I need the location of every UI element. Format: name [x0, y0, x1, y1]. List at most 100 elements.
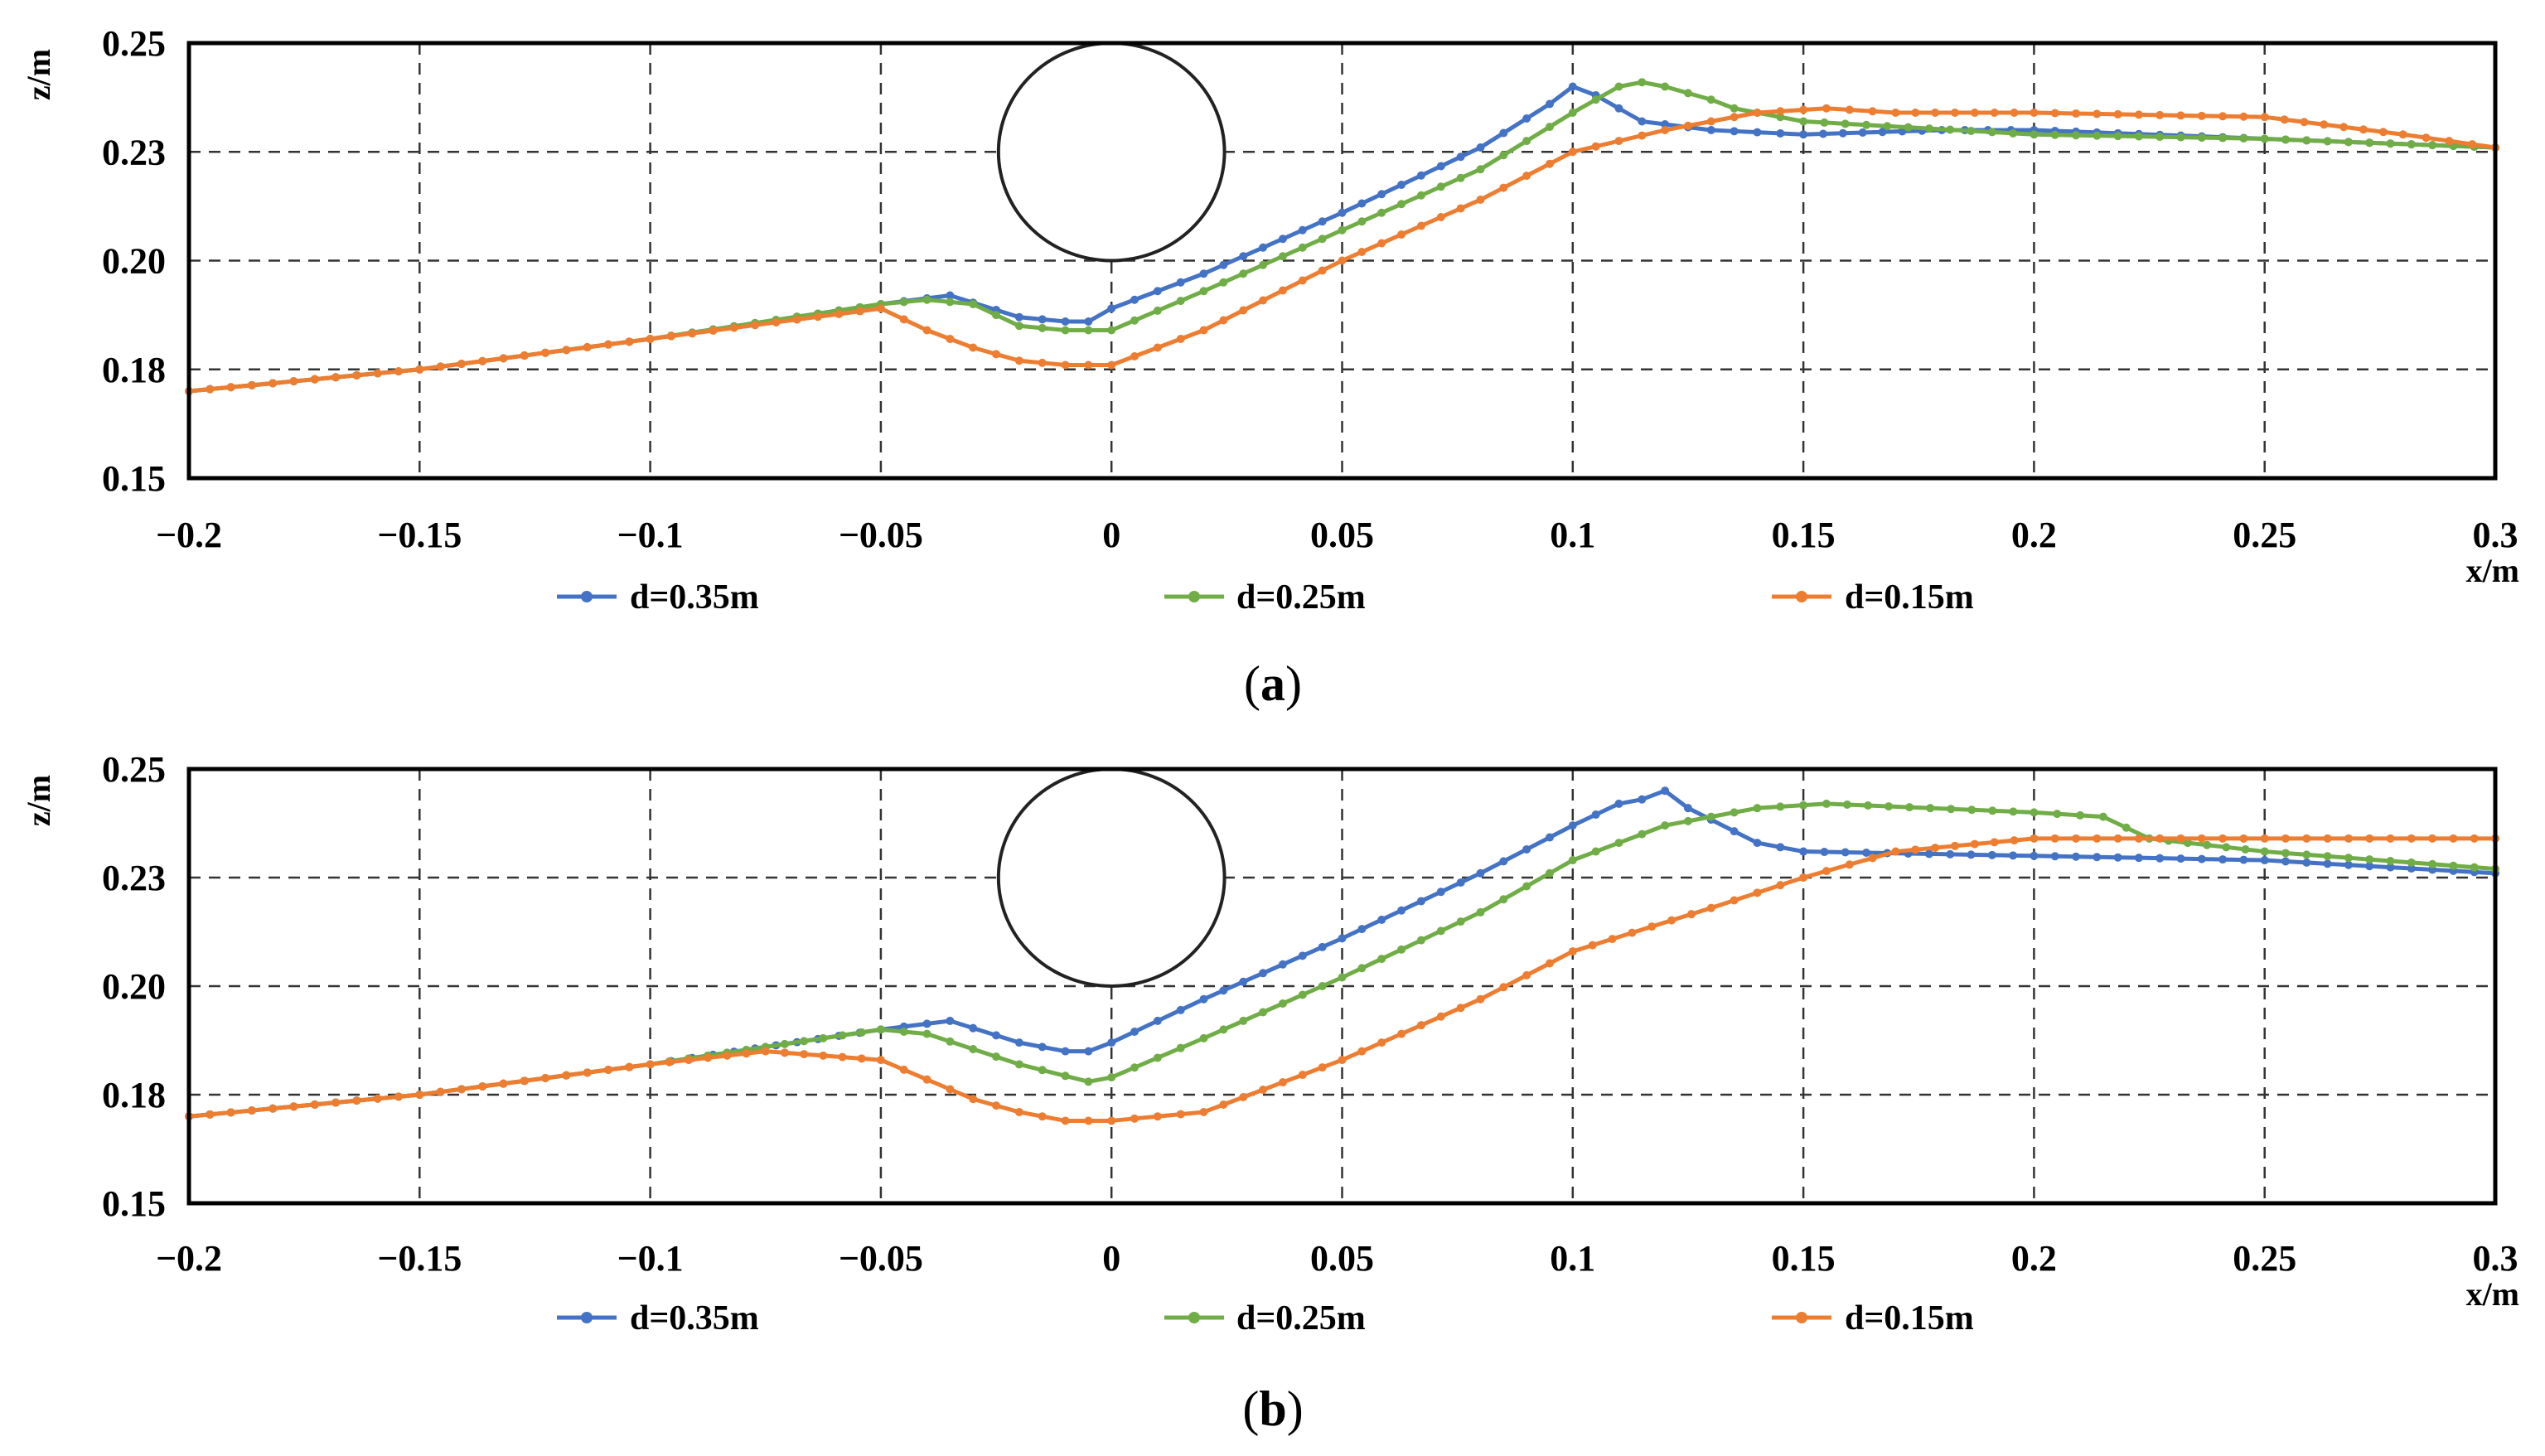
data-point — [946, 1085, 955, 1094]
data-point — [2359, 125, 2368, 134]
data-point — [1614, 104, 1623, 113]
legend-label: d=0.25m — [1236, 1299, 1366, 1337]
data-point — [520, 351, 529, 360]
data-point — [1950, 109, 1959, 117]
plot-frame — [186, 41, 2498, 481]
data-point — [2241, 844, 2250, 854]
data-point — [1061, 317, 1070, 326]
data-point — [2280, 115, 2289, 124]
data-point — [1416, 191, 1425, 200]
x-tick-label: 0 — [1102, 515, 1120, 555]
data-point — [1706, 812, 1715, 821]
data-point — [520, 1076, 529, 1086]
data-point — [1298, 243, 1307, 252]
data-point — [1568, 82, 1577, 91]
data-point — [1278, 286, 1287, 295]
data-point — [1298, 951, 1307, 960]
data-point — [1568, 947, 1577, 956]
data-point — [1107, 304, 1116, 313]
data-point — [2239, 112, 2248, 121]
data-point — [1568, 109, 1577, 117]
data-point — [2098, 812, 2107, 821]
data-point — [478, 1081, 487, 1091]
data-point — [1038, 315, 1047, 324]
data-point — [2093, 834, 2102, 843]
data-point — [1153, 306, 1162, 315]
data-point — [2470, 863, 2479, 872]
data-point — [992, 350, 1001, 359]
data-point — [1298, 1071, 1307, 1080]
data-point — [1608, 935, 1617, 944]
data-point — [394, 1092, 403, 1101]
data-point — [415, 1091, 424, 1099]
x-tick-label: −0.15 — [377, 515, 462, 555]
data-point — [992, 1052, 1001, 1062]
data-point — [1753, 839, 1762, 848]
data-point — [1038, 358, 1047, 367]
data-point — [1377, 239, 1386, 248]
data-point — [922, 295, 931, 304]
data-point — [1683, 121, 1692, 130]
y-tick-label: 0.18 — [102, 350, 166, 390]
data-point — [1456, 917, 1465, 926]
data-point — [761, 1047, 770, 1056]
data-point — [899, 297, 908, 307]
data-point — [1799, 847, 1808, 856]
x-tick-label: 0 — [1102, 1238, 1120, 1279]
data-point — [2030, 109, 2039, 117]
data-point — [1476, 907, 1485, 917]
data-point — [562, 346, 571, 355]
x-tick-label: −0.05 — [839, 1238, 923, 1279]
data-point — [2093, 109, 2102, 119]
legend-marker — [581, 1312, 593, 1323]
x-tick-label: 0.2 — [2011, 515, 2057, 555]
data-point — [1568, 148, 1577, 157]
data-point — [1278, 999, 1287, 1008]
data-point — [1987, 850, 1996, 859]
data-point — [855, 307, 864, 316]
x-tick-label: 0.05 — [1310, 1238, 1374, 1279]
data-point — [2093, 853, 2102, 862]
data-point — [1278, 1078, 1287, 1087]
data-point — [2218, 112, 2228, 121]
data-point — [1820, 848, 1829, 857]
data-point — [946, 335, 955, 343]
data-point — [2053, 810, 2062, 819]
data-point — [2320, 120, 2329, 129]
data-point — [1318, 942, 1327, 951]
data-point — [1176, 1110, 1185, 1119]
data-point — [1647, 922, 1657, 931]
data-point — [1456, 173, 1465, 182]
data-point — [1298, 990, 1307, 999]
data-point — [1799, 117, 1808, 126]
data-point — [792, 315, 801, 324]
data-point — [604, 1065, 612, 1074]
data-point — [1456, 152, 1465, 162]
data-point — [969, 1023, 978, 1033]
data-point — [1946, 849, 1955, 859]
data-point — [800, 1050, 809, 1059]
data-point — [1259, 1086, 1268, 1095]
legend-label: d=0.25m — [1236, 578, 1366, 617]
data-point — [1318, 217, 1327, 226]
data-point — [1628, 928, 1637, 937]
data-point — [1199, 1107, 1208, 1116]
legend-item: d=0.15m — [1772, 578, 1974, 617]
data-point — [684, 1056, 693, 1065]
data-point — [1661, 786, 1670, 796]
data-point — [1153, 287, 1162, 296]
data-point — [1176, 278, 1185, 287]
data-point — [1038, 323, 1047, 332]
data-point — [1967, 805, 1976, 815]
data-point — [2323, 834, 2332, 843]
data-point — [1776, 843, 1785, 852]
data-point — [2300, 118, 2309, 127]
data-point — [2222, 843, 2231, 852]
data-point — [1397, 906, 1406, 915]
data-point — [2470, 834, 2479, 843]
data-point — [2449, 861, 2458, 870]
data-point — [2156, 133, 2165, 142]
data-point — [1862, 120, 1870, 129]
data-point — [1799, 873, 1808, 882]
data-point — [206, 1110, 215, 1119]
